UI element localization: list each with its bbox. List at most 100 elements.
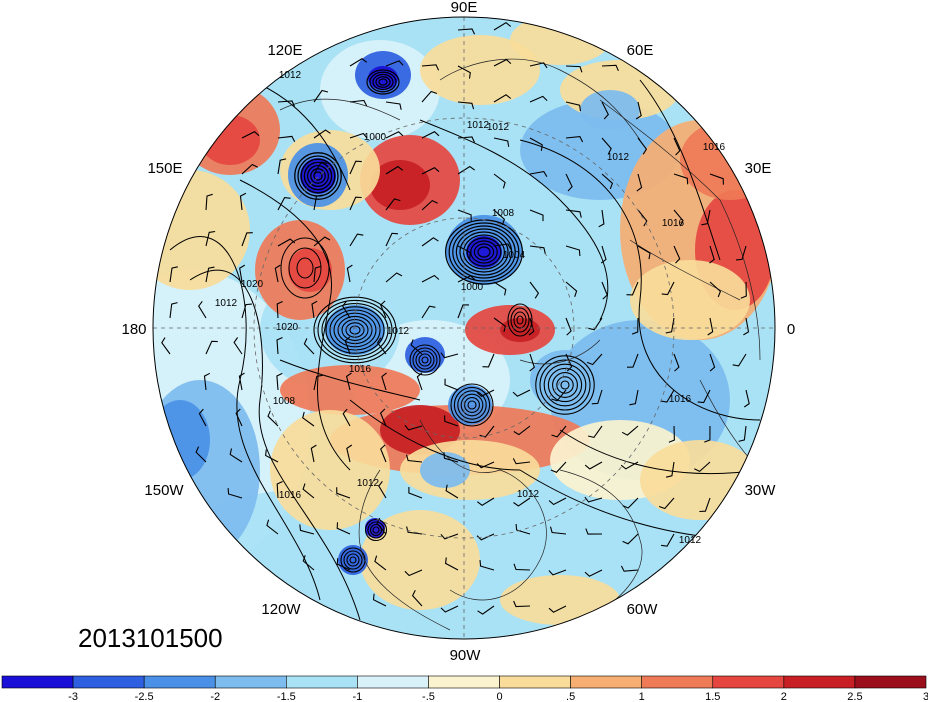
lon-label-60e: 60E bbox=[627, 42, 654, 59]
isobar bbox=[346, 553, 360, 567]
wind-barb bbox=[732, 353, 747, 367]
wind-barb bbox=[444, 415, 459, 427]
wind-barb bbox=[476, 389, 495, 397]
isobar bbox=[349, 325, 361, 335]
wind-barb bbox=[565, 317, 572, 336]
isobar bbox=[280, 237, 330, 299]
contour-label: 1000 bbox=[364, 132, 387, 143]
wind-barb bbox=[276, 372, 283, 391]
wind-barb bbox=[549, 526, 567, 535]
wind-barb bbox=[709, 353, 716, 372]
isobar bbox=[457, 390, 487, 420]
latitude-circle bbox=[353, 217, 575, 439]
colorbar-swatch bbox=[357, 675, 429, 689]
wind-barb bbox=[408, 487, 423, 499]
wind-barb bbox=[265, 449, 279, 463]
wind-barb bbox=[565, 136, 584, 143]
colorbar-tick-label: 1.5 bbox=[705, 691, 720, 702]
anomaly-patch bbox=[630, 260, 750, 340]
wind-barb bbox=[658, 497, 675, 510]
lon-label-60w: 60W bbox=[627, 601, 659, 618]
wind-barb bbox=[584, 461, 603, 470]
wind-barb bbox=[345, 372, 352, 391]
isobar bbox=[310, 168, 326, 184]
wind-barb bbox=[565, 65, 583, 73]
anomaly-patch bbox=[325, 305, 385, 355]
isobar bbox=[325, 306, 385, 354]
wind-barb bbox=[493, 22, 512, 31]
wind-barb bbox=[440, 605, 459, 613]
colorbar-swatch bbox=[286, 675, 358, 689]
wind-barb bbox=[203, 372, 211, 391]
isobar bbox=[467, 400, 477, 410]
coastline bbox=[629, 239, 741, 301]
wind-barb bbox=[161, 337, 171, 355]
wind-barb bbox=[565, 353, 573, 372]
colorbar-tick-label: 2 bbox=[781, 691, 787, 702]
colorbar-tick-label: 1 bbox=[639, 691, 645, 702]
wind-barb bbox=[406, 526, 423, 535]
map-disk: 1012101210001008100410001012101610121016… bbox=[152, 16, 776, 640]
wind-barb bbox=[313, 129, 331, 139]
coastline bbox=[439, 58, 641, 141]
wind-barb bbox=[421, 305, 436, 319]
wind-barb bbox=[378, 480, 387, 499]
lon-label-90e: 90E bbox=[451, 0, 478, 16]
contour-label: 1012 bbox=[679, 535, 702, 546]
wind-barb bbox=[349, 196, 362, 211]
wind-barb bbox=[302, 555, 315, 571]
contour-label: 1012 bbox=[467, 120, 490, 131]
anomaly-patch bbox=[405, 337, 445, 373]
wind-barb bbox=[601, 137, 612, 155]
isobar bbox=[552, 372, 578, 398]
colorbar-swatch bbox=[570, 675, 642, 689]
wind-barb bbox=[493, 243, 512, 250]
wind-barb bbox=[529, 137, 543, 151]
coastline bbox=[599, 99, 761, 361]
contour-label: 1016 bbox=[703, 142, 726, 153]
wind-barb bbox=[529, 209, 544, 222]
anomaly-patch bbox=[580, 90, 640, 130]
wind-barb bbox=[635, 101, 642, 120]
wind-barb bbox=[421, 237, 439, 247]
wind-barb bbox=[551, 425, 567, 438]
isobar bbox=[450, 383, 494, 427]
wind-barb bbox=[598, 209, 605, 228]
isobar bbox=[340, 547, 366, 573]
wind-barb bbox=[385, 101, 402, 110]
wind-barb bbox=[381, 372, 387, 391]
wind-barb bbox=[529, 245, 546, 254]
wind-barb bbox=[637, 209, 648, 227]
isobar bbox=[372, 73, 394, 91]
pressure-contours bbox=[169, 69, 761, 621]
colorbar-tick-label: -1.5 bbox=[277, 691, 296, 702]
wind-barb bbox=[169, 266, 178, 283]
anomaly-patch bbox=[370, 160, 430, 210]
isobar bbox=[535, 355, 595, 415]
contour-label: 1012 bbox=[357, 478, 380, 489]
wind-barb bbox=[587, 425, 603, 439]
isobar bbox=[560, 380, 570, 390]
wind-barb bbox=[673, 137, 681, 156]
wind-barb bbox=[385, 165, 404, 175]
wind-barb bbox=[626, 281, 639, 296]
wind-barb bbox=[493, 209, 506, 226]
wind-barb bbox=[349, 132, 368, 139]
wind-barb bbox=[349, 58, 368, 67]
wind-barb bbox=[303, 338, 315, 355]
colorbar-swatch bbox=[428, 675, 500, 689]
wind-barb bbox=[457, 28, 476, 35]
wind-barb bbox=[445, 557, 459, 571]
isobar bbox=[239, 179, 351, 471]
isobar bbox=[448, 222, 520, 282]
colorbar: -3 -2.5 -2 -1.5 -1 -.5 0 .5 1 1.5 2 2.5 3 bbox=[1, 675, 928, 702]
anomaly-patch bbox=[288, 248, 332, 292]
contour-label: 1008 bbox=[273, 396, 296, 407]
isobar bbox=[415, 350, 435, 370]
wind-barb bbox=[637, 137, 648, 155]
wind-barb bbox=[477, 605, 495, 615]
colorbar-tick-label: -.5 bbox=[422, 691, 435, 702]
wind-barb bbox=[227, 488, 243, 499]
anomaly-patch bbox=[448, 385, 492, 425]
wind-barb bbox=[529, 281, 540, 299]
